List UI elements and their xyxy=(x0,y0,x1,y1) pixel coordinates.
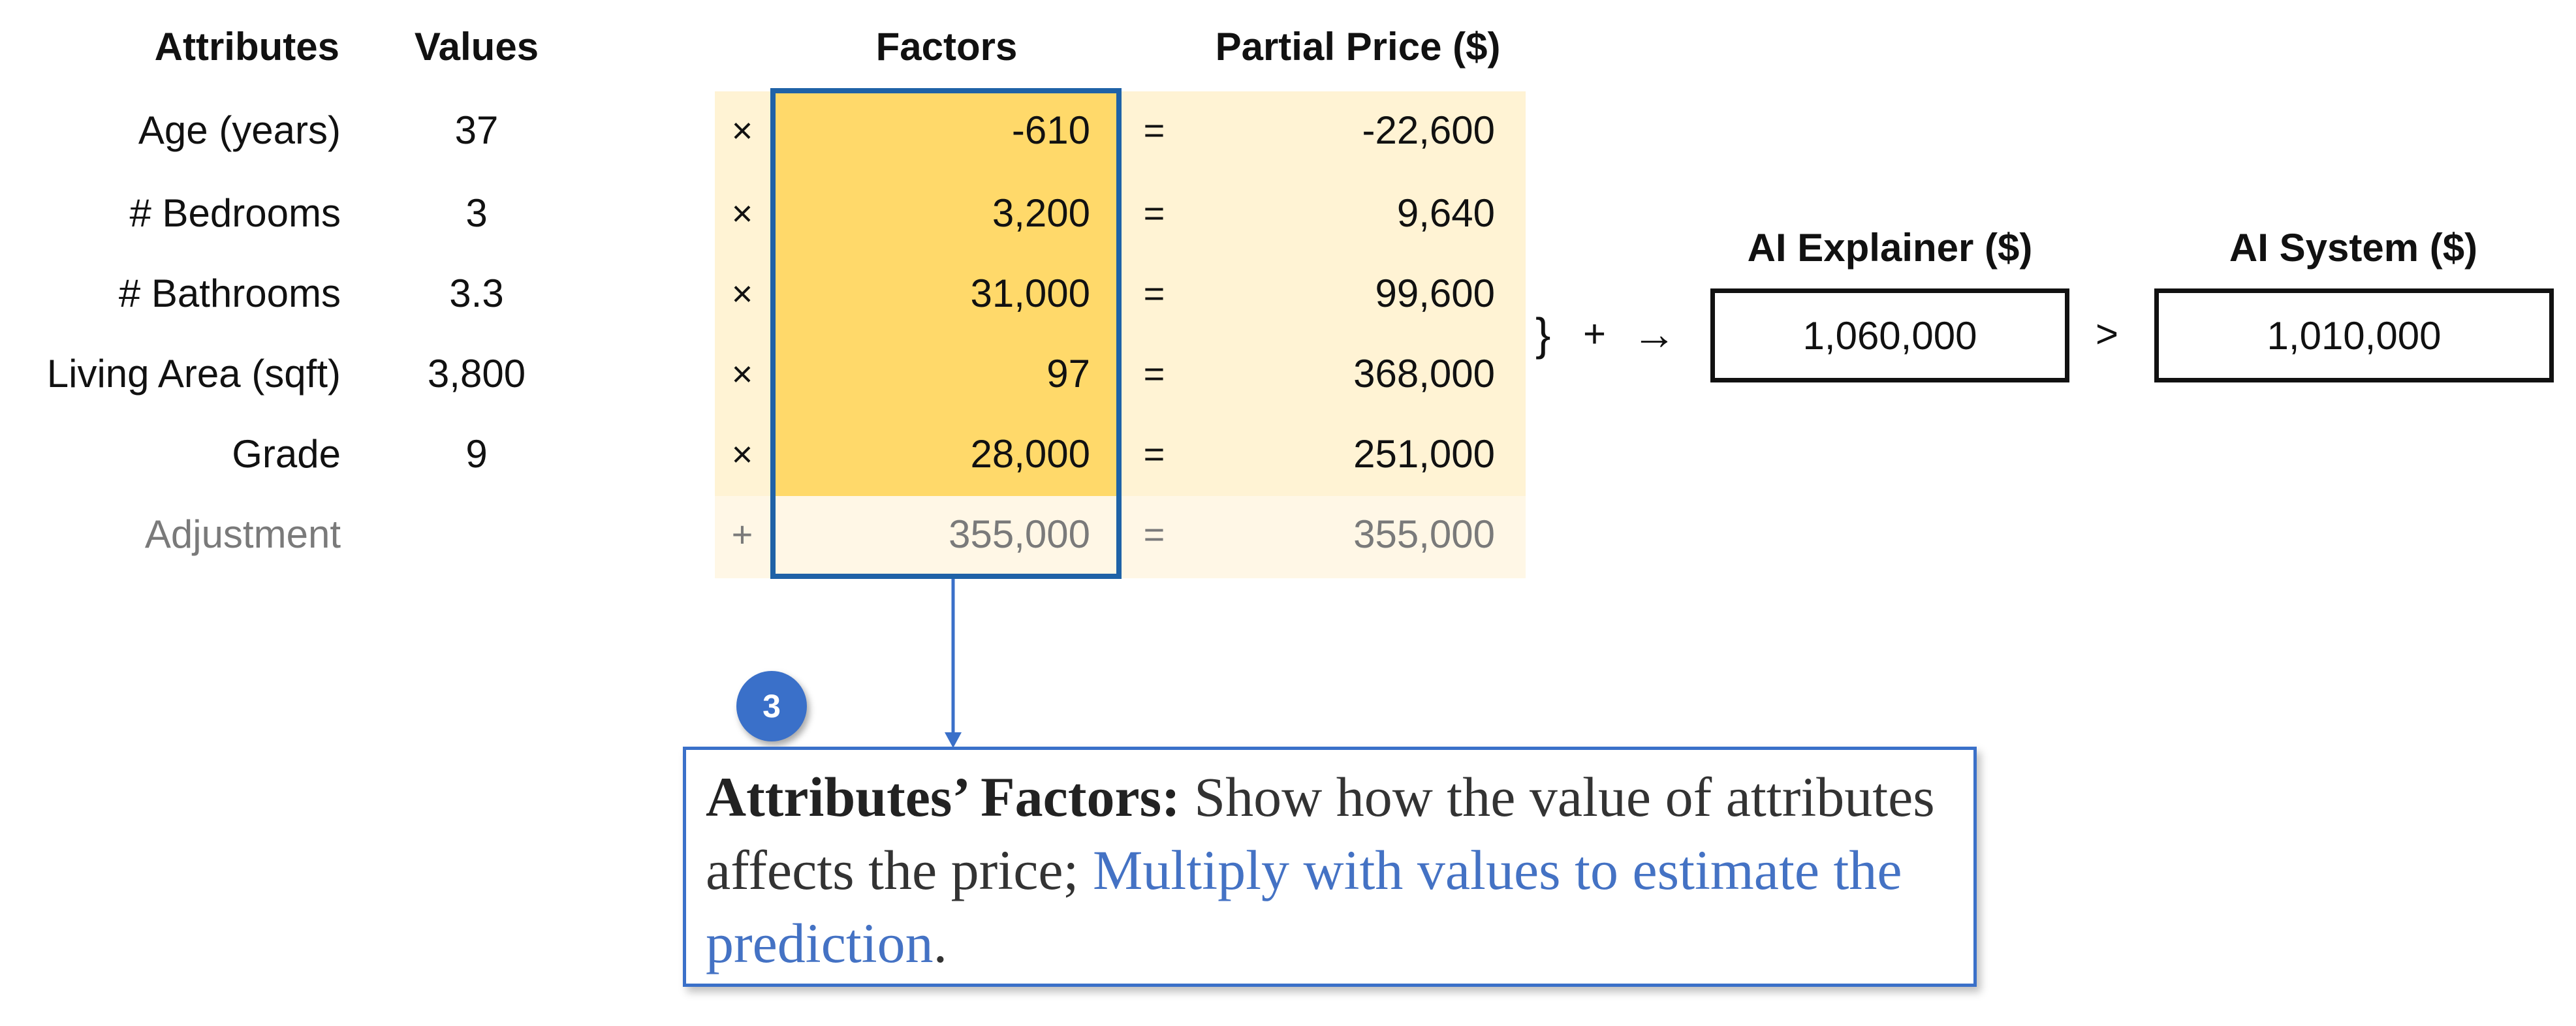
sum-plus: + xyxy=(1583,312,1607,356)
equals-symbol: = xyxy=(1143,353,1165,394)
adjustment-label: Adjustment xyxy=(144,512,341,556)
adjustment-factor: 355,000 xyxy=(949,512,1090,556)
header-partial-price: Partial Price ($) xyxy=(1215,25,1501,69)
partial-price-value: 9,640 xyxy=(1396,191,1495,235)
header-values: Values xyxy=(414,25,539,69)
attribute-value: 9 xyxy=(465,432,488,476)
system-value-box: 1,010,000 xyxy=(2154,288,2554,382)
callout-end: . xyxy=(933,912,948,974)
equals-symbol: = xyxy=(1143,514,1165,555)
factor-value: -610 xyxy=(1011,108,1090,152)
partial-price-value: -22,600 xyxy=(1362,108,1496,152)
greater-than-symbol: > xyxy=(2096,312,2119,356)
header-factors: Factors xyxy=(875,25,1018,69)
step-badge: 3 xyxy=(736,671,807,741)
explainer-title: AI Explainer ($) xyxy=(1747,226,2033,270)
sum-brace: } xyxy=(1535,309,1551,360)
factors-highlight-frame xyxy=(770,88,1122,579)
equals-symbol: = xyxy=(1143,433,1165,474)
explainer-value-box: 1,060,000 xyxy=(1710,288,2069,382)
factor-value: 31,000 xyxy=(970,272,1090,315)
multiply-symbol: × xyxy=(731,433,753,474)
attribute-value: 3.3 xyxy=(449,272,504,315)
header-attributes: Attributes xyxy=(154,25,339,69)
factor-value: 28,000 xyxy=(970,432,1090,476)
multiply-symbol: × xyxy=(731,353,753,394)
equals-symbol: = xyxy=(1143,110,1165,151)
attribute-value: 3,800 xyxy=(427,352,526,396)
partial-price-value: 99,600 xyxy=(1375,272,1495,315)
plus-symbol: + xyxy=(731,514,753,555)
callout-box: Attributes’ Factors: Show how the value … xyxy=(683,747,1977,987)
multiply-symbol: × xyxy=(731,110,753,151)
equals-symbol: = xyxy=(1143,193,1165,234)
callout-highlight: Multiply with values to estimate the pre… xyxy=(706,839,1902,974)
multiply-symbol: × xyxy=(731,273,753,314)
adjustment-partial-price: 355,000 xyxy=(1353,512,1495,556)
callout-text: Show how the value of attributes affects… xyxy=(706,766,1935,901)
attribute-label: # Bedrooms xyxy=(129,191,341,235)
factor-value: 97 xyxy=(1046,352,1090,396)
multiply-symbol: × xyxy=(731,193,753,234)
system-title: AI System ($) xyxy=(2229,226,2478,270)
attribute-label: Grade xyxy=(232,432,341,476)
factors-background xyxy=(774,91,1118,496)
callout-lead: Attributes’ Factors: xyxy=(706,766,1180,828)
partial-price-value: 368,000 xyxy=(1353,352,1495,396)
partial-price-value: 251,000 xyxy=(1353,432,1495,476)
system-value: 1,010,000 xyxy=(2267,313,2442,358)
attribute-label: # Bathrooms xyxy=(118,272,341,315)
arrow-icon: → xyxy=(1632,309,1676,359)
factor-value: 3,200 xyxy=(992,191,1090,235)
attribute-label: Age (years) xyxy=(138,108,341,152)
attribute-value: 37 xyxy=(454,108,499,152)
explainer-value: 1,060,000 xyxy=(1802,313,1977,358)
equals-symbol: = xyxy=(1143,273,1165,314)
attribute-label: Living Area (sqft) xyxy=(46,352,341,396)
attribute-value: 3 xyxy=(465,191,488,235)
